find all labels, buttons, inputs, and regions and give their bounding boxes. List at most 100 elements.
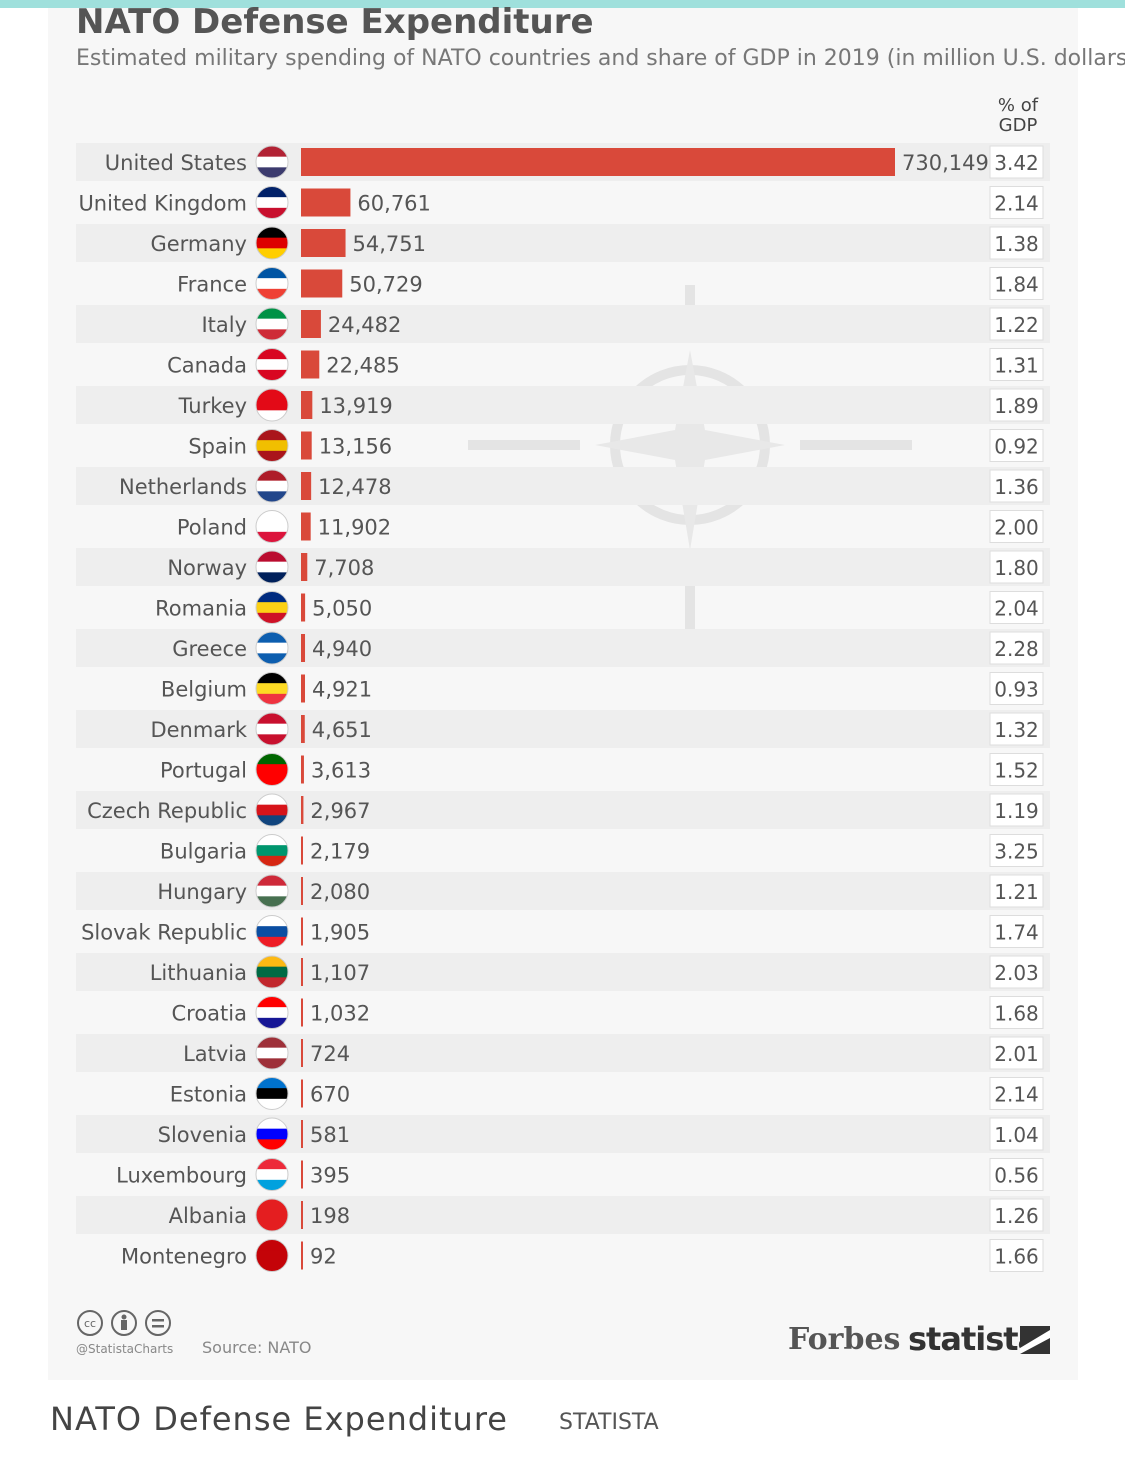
category-label: Romania <box>155 597 247 621</box>
gdp-value: 2.28 <box>994 637 1039 661</box>
category-label: Netherlands <box>119 475 247 499</box>
gdp-value: 2.04 <box>994 597 1039 621</box>
gdp-value: 2.14 <box>994 1083 1039 1107</box>
gdp-box <box>989 915 1044 948</box>
gdp-box <box>989 145 1044 179</box>
bar <box>301 229 346 257</box>
gdp-box <box>989 874 1044 908</box>
gdp-value: 0.56 <box>994 1164 1039 1188</box>
flag-outline <box>255 1158 289 1191</box>
statista-handle: @StatistaCharts <box>76 1342 174 1356</box>
category-label: Bulgaria <box>160 840 247 864</box>
bar <box>301 917 303 946</box>
value-label: 1,905 <box>310 921 370 945</box>
flag-icon <box>256 1199 288 1231</box>
bar <box>301 350 320 379</box>
gdp-box <box>989 1198 1044 1232</box>
flag-outline <box>255 1077 289 1110</box>
flag-icon <box>256 227 288 259</box>
gdp-value: 1.26 <box>994 1204 1039 1228</box>
gdp-value: 1.36 <box>994 475 1039 499</box>
category-label: Spain <box>188 435 247 459</box>
source-note: Source: NATO <box>202 1338 312 1357</box>
gdp-value: 0.92 <box>994 435 1039 459</box>
category-label: Slovenia <box>158 1123 247 1147</box>
gdp-value: 1.19 <box>994 799 1039 823</box>
bar <box>301 310 321 338</box>
flag-outline <box>255 510 289 543</box>
flag-icon <box>256 348 288 381</box>
bar <box>301 958 303 986</box>
gdp-box <box>989 550 1044 584</box>
bar <box>301 472 312 500</box>
bar <box>301 836 303 865</box>
flag-icon <box>256 146 288 178</box>
gdp-value: 1.38 <box>994 232 1039 256</box>
top-accent-strip <box>0 0 1125 8</box>
flag-icon <box>256 267 288 300</box>
category-label: Montenegro <box>121 1245 247 1269</box>
category-label: Portugal <box>160 759 247 783</box>
category-label: Greece <box>172 637 247 661</box>
flag-icon <box>256 1118 288 1150</box>
flag-icon <box>256 389 288 421</box>
flag-outline <box>255 388 289 422</box>
value-label: 670 <box>310 1083 350 1107</box>
gdp-value: 0.93 <box>994 678 1039 702</box>
flag-icon <box>256 956 288 988</box>
flag-outline <box>255 591 289 624</box>
category-label: Croatia <box>172 1002 248 1026</box>
category-label: United States <box>105 151 247 175</box>
gdp-header-line-1: % of <box>997 95 1039 116</box>
category-label: Slovak Republic <box>81 921 247 945</box>
gdp-box <box>989 226 1044 260</box>
flag-outline <box>255 1239 289 1272</box>
value-label: 13,919 <box>319 394 392 418</box>
category-label: United Kingdom <box>78 192 247 216</box>
flag-icon <box>256 1037 288 1069</box>
row-background <box>76 305 1050 343</box>
flag-outline <box>255 712 289 746</box>
flag-icon <box>256 551 288 583</box>
gdp-value: 1.04 <box>994 1123 1039 1147</box>
flag-outline <box>255 186 289 219</box>
flag-outline <box>255 672 289 705</box>
flag-icon <box>256 632 288 664</box>
row-background <box>76 1034 1050 1072</box>
gdp-box <box>989 267 1044 300</box>
category-label: Albania <box>169 1204 247 1228</box>
row-background <box>76 953 1050 991</box>
flag-outline <box>255 469 289 503</box>
gdp-value: 3.42 <box>994 151 1039 175</box>
bar <box>301 755 304 784</box>
flag-outline <box>255 996 289 1029</box>
category-label: Belgium <box>161 678 247 702</box>
svg-text:cc: cc <box>84 1317 96 1330</box>
gdp-value: 1.32 <box>994 718 1039 742</box>
value-label: 5,050 <box>312 597 372 621</box>
category-label: Denmark <box>150 718 247 742</box>
flag-icon <box>256 713 288 745</box>
bar <box>301 391 313 419</box>
gdp-box <box>989 955 1044 989</box>
nato-watermark-icon <box>468 285 912 630</box>
bar <box>301 1079 303 1108</box>
gdp-box <box>989 1239 1044 1272</box>
row-background <box>76 629 1050 667</box>
gdp-value: 2.03 <box>994 961 1039 985</box>
chart-title: NATO Defense Expenditure <box>76 2 594 42</box>
value-label: 3,613 <box>311 759 371 783</box>
value-label: 4,921 <box>312 678 372 702</box>
bar <box>301 431 312 460</box>
caption-source: STATISTA <box>559 1410 659 1435</box>
row-background <box>76 1196 1050 1234</box>
flag-icon <box>256 996 288 1029</box>
category-label: France <box>177 273 247 297</box>
bar <box>301 188 351 217</box>
flag-outline <box>255 550 289 584</box>
flag-icon <box>256 1239 288 1272</box>
bar <box>301 553 308 581</box>
gdp-value: 2.00 <box>994 516 1039 540</box>
bar <box>301 512 311 541</box>
flag-outline <box>255 348 289 381</box>
